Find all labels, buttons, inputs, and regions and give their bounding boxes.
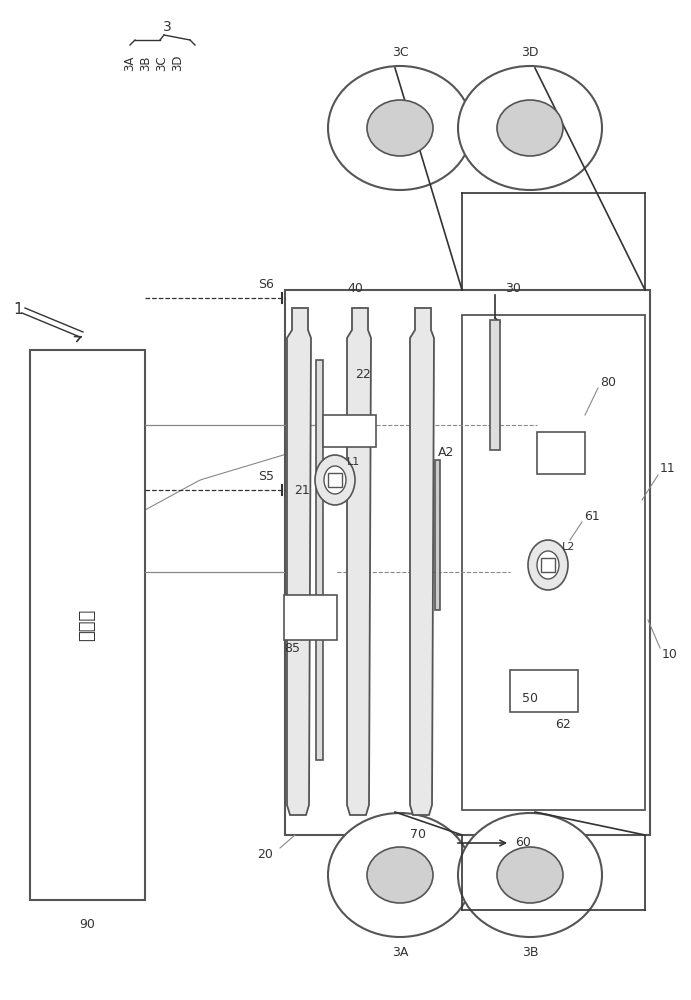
Text: 40: 40 <box>347 282 363 294</box>
Text: 80: 80 <box>600 375 616 388</box>
Bar <box>462 315 645 810</box>
Bar <box>490 320 500 450</box>
Ellipse shape <box>315 455 355 505</box>
Ellipse shape <box>458 66 602 190</box>
Ellipse shape <box>528 540 568 590</box>
Text: 10: 10 <box>662 648 678 662</box>
Polygon shape <box>287 308 311 815</box>
Text: 90: 90 <box>79 918 95 932</box>
Bar <box>435 460 440 610</box>
Text: 3D: 3D <box>171 55 184 71</box>
Bar <box>541 558 555 572</box>
Text: 62: 62 <box>555 718 571 730</box>
Bar <box>537 432 585 474</box>
Text: 22: 22 <box>355 368 371 381</box>
Text: 61: 61 <box>584 510 600 522</box>
Text: S6: S6 <box>258 277 274 290</box>
Text: 3D: 3D <box>521 45 539 58</box>
Text: S5: S5 <box>258 470 274 483</box>
Ellipse shape <box>458 813 602 937</box>
Text: 3: 3 <box>162 20 171 34</box>
Bar <box>285 290 650 835</box>
Text: L1: L1 <box>347 457 360 467</box>
Bar <box>328 473 342 487</box>
Ellipse shape <box>367 847 433 903</box>
Text: 70: 70 <box>410 828 426 842</box>
Ellipse shape <box>497 100 563 156</box>
Text: 3B: 3B <box>522 946 538 958</box>
Bar <box>316 360 323 760</box>
Bar <box>30 350 145 900</box>
Ellipse shape <box>497 847 563 903</box>
Text: 20: 20 <box>257 848 273 861</box>
Bar <box>510 670 578 712</box>
Text: 3B: 3B <box>140 55 153 71</box>
Text: 處理器: 處理器 <box>78 609 96 641</box>
Polygon shape <box>410 308 434 815</box>
Text: 3A: 3A <box>124 55 137 71</box>
Text: 50: 50 <box>522 692 538 704</box>
Ellipse shape <box>328 813 472 937</box>
Text: 21: 21 <box>294 484 310 496</box>
Ellipse shape <box>328 66 472 190</box>
Bar <box>323 415 376 447</box>
Polygon shape <box>347 308 371 815</box>
Text: 11: 11 <box>660 462 676 475</box>
Text: L2: L2 <box>562 542 576 552</box>
Text: 30: 30 <box>505 282 521 294</box>
Ellipse shape <box>324 466 346 494</box>
Text: 1: 1 <box>13 302 23 318</box>
Text: 3A: 3A <box>392 946 408 958</box>
Text: 60: 60 <box>515 836 531 850</box>
Ellipse shape <box>367 100 433 156</box>
Ellipse shape <box>537 551 559 579</box>
Bar <box>284 595 337 640</box>
Text: 85: 85 <box>284 642 300 654</box>
Text: 3C: 3C <box>392 45 408 58</box>
Text: A2: A2 <box>438 446 455 460</box>
Text: 3C: 3C <box>155 55 169 71</box>
